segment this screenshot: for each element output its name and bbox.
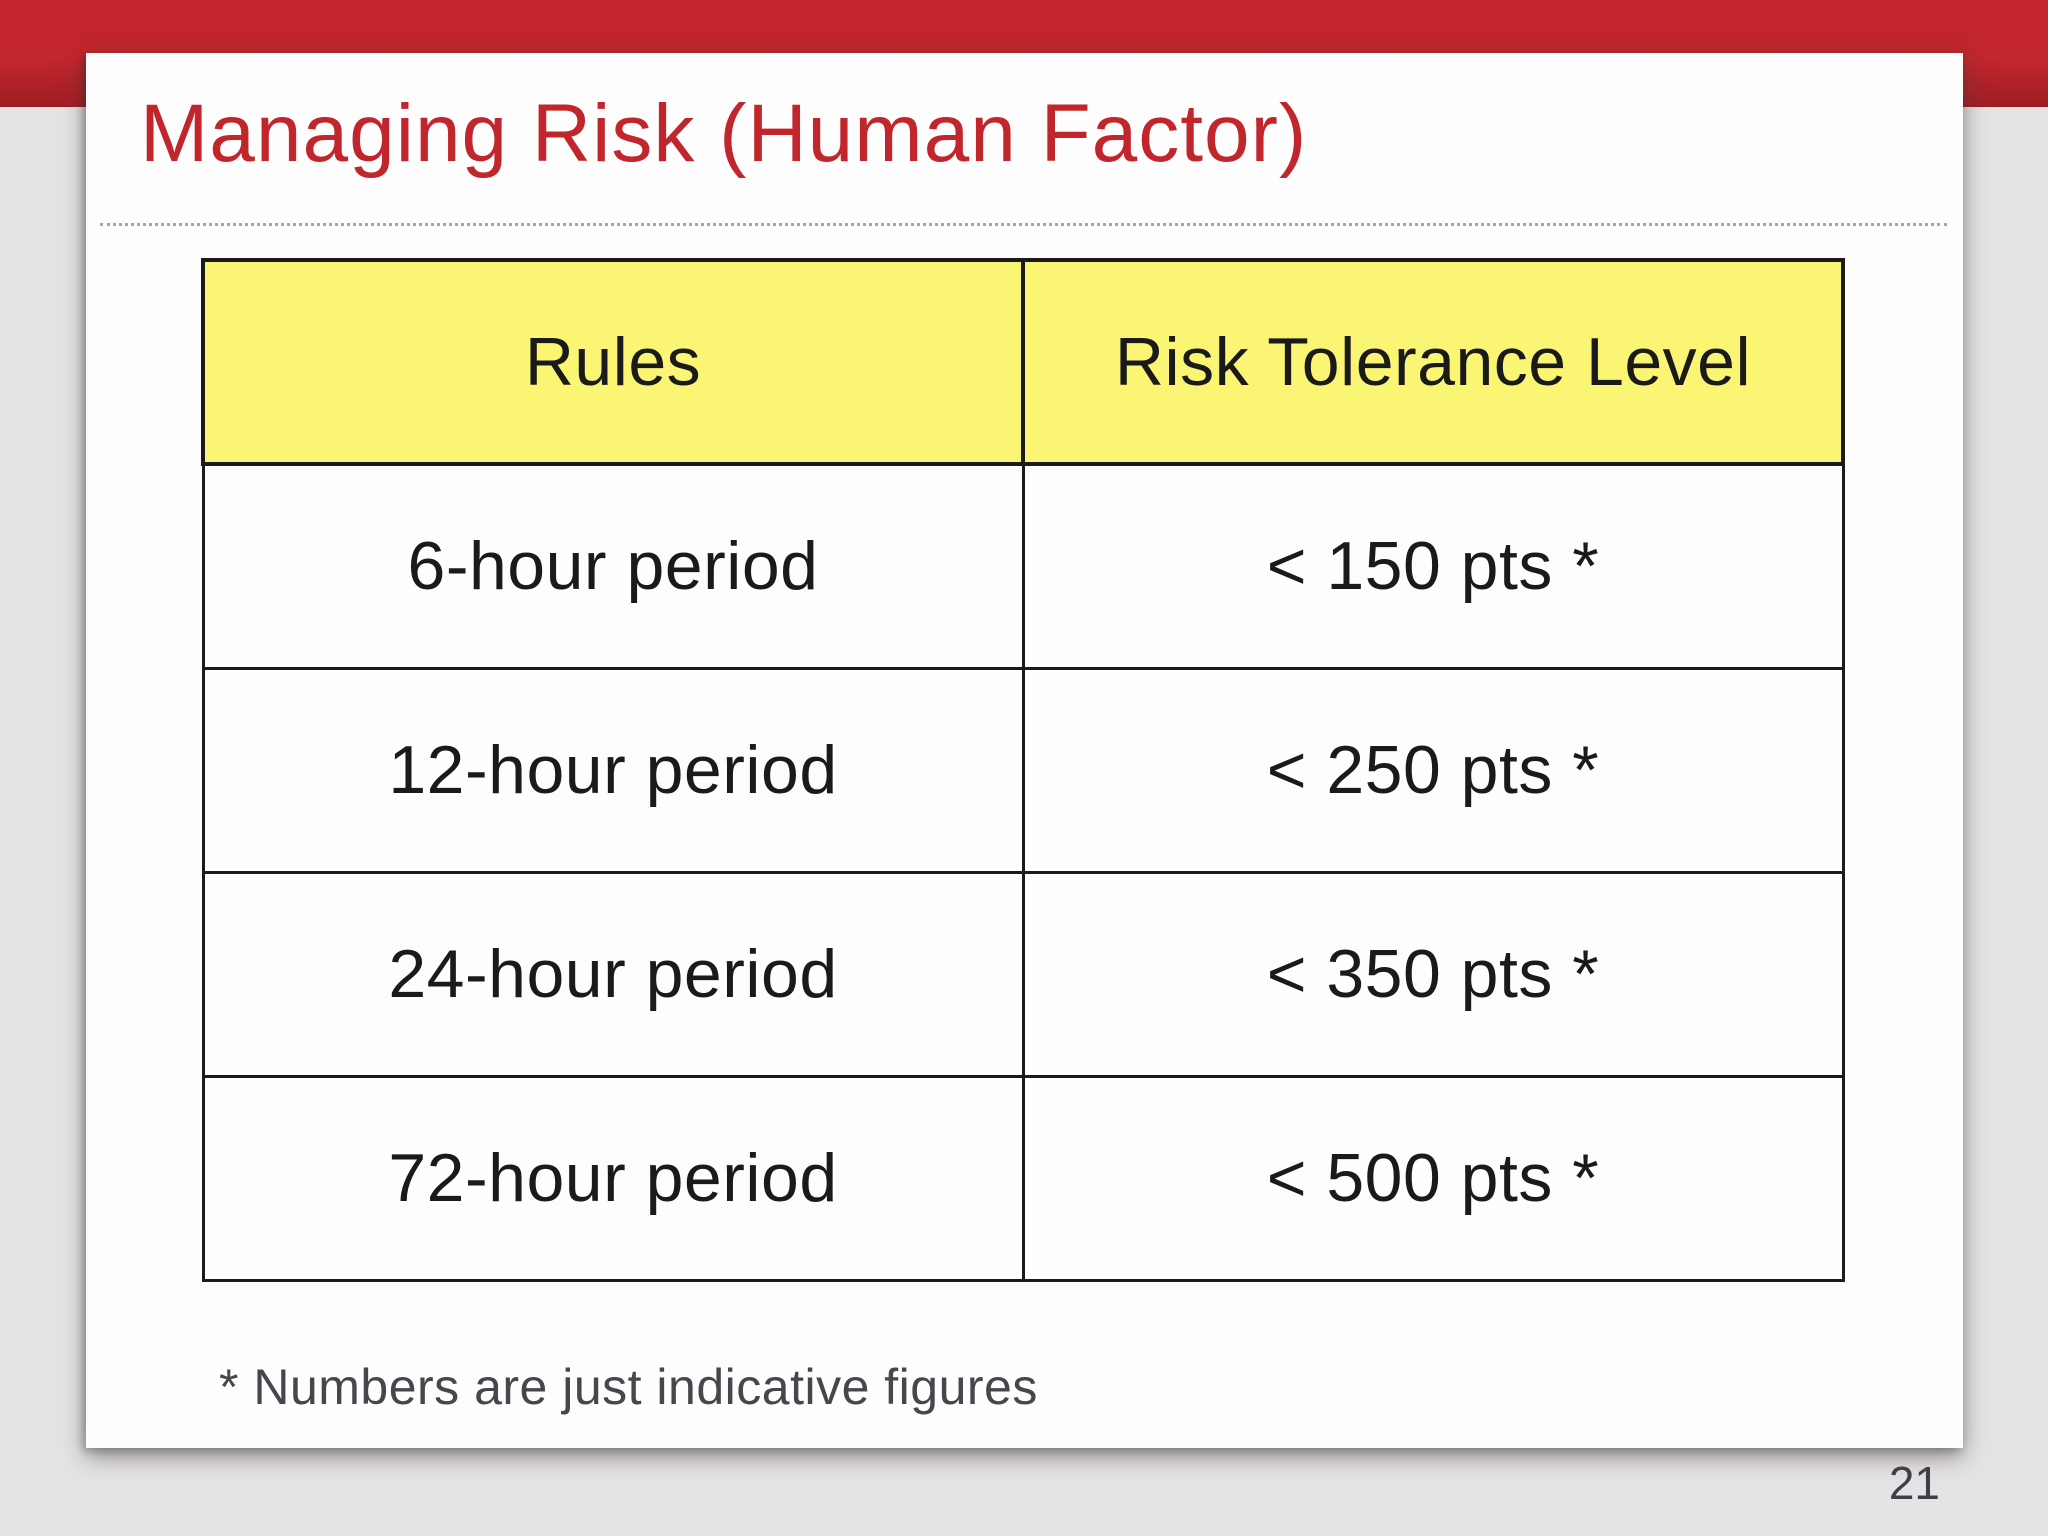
table-header-rules: Rules [201, 258, 1025, 466]
table-cell-risk-level: < 500 pts * [1021, 1074, 1845, 1282]
table-cell-risk-level: < 150 pts * [1021, 462, 1845, 670]
risk-tolerance-table: Rules Risk Tolerance Level 6-hour period… [201, 258, 1845, 1282]
footnote: * Numbers are just indicative figures [219, 1359, 1038, 1415]
table-row: 6-hour period < 150 pts * [201, 462, 1845, 670]
table-cell-risk-level: < 250 pts * [1021, 666, 1845, 874]
table-cell-risk-level: < 350 pts * [1021, 870, 1845, 1078]
table-row: 24-hour period < 350 pts * [201, 870, 1845, 1078]
table-cell-rule: 12-hour period [201, 666, 1025, 874]
title-divider-dotted-line [100, 223, 1947, 226]
table-row: 12-hour period < 250 pts * [201, 666, 1845, 874]
page-number: 21 [1888, 1457, 1940, 1509]
table-cell-rule: 6-hour period [201, 462, 1025, 670]
table-row: 72-hour period < 500 pts * [201, 1074, 1845, 1282]
table-cell-rule: 72-hour period [201, 1074, 1025, 1282]
table-header-risk-tolerance-level: Risk Tolerance Level [1021, 258, 1845, 466]
slide-title: Managing Risk (Human Factor) [140, 88, 1308, 179]
table-cell-rule: 24-hour period [201, 870, 1025, 1078]
table-header-row: Rules Risk Tolerance Level [201, 258, 1845, 466]
slide-canvas: Managing Risk (Human Factor) Rules Risk … [86, 53, 1963, 1448]
